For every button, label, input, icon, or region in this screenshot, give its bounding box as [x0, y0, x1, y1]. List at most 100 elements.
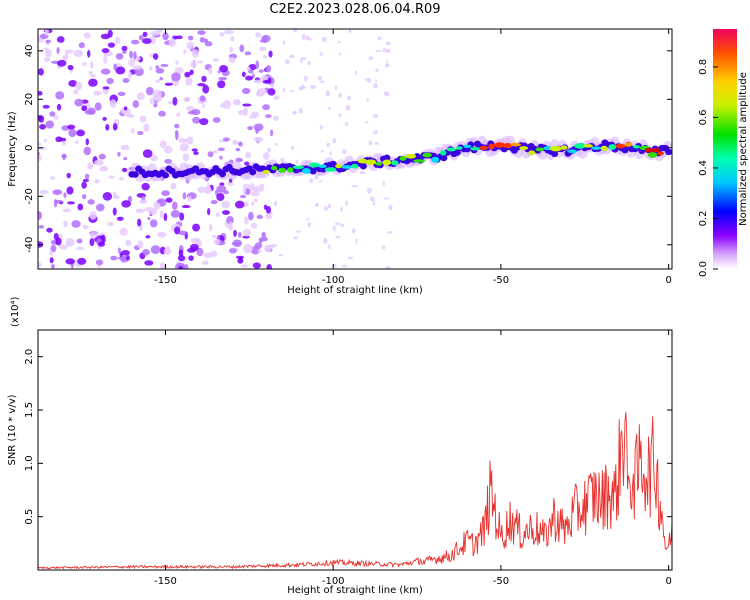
noise-speckle — [386, 48, 391, 54]
noise-speckle — [354, 70, 358, 75]
snr-x-tick-label: -150 — [154, 576, 177, 587]
noise-speckle — [338, 93, 343, 98]
noise-speckle — [159, 140, 167, 149]
noise-speckle — [118, 176, 125, 181]
noise-speckle — [191, 49, 199, 58]
noise-speckle — [212, 58, 219, 63]
noise-speckle — [352, 228, 356, 234]
noise-speckle — [355, 238, 358, 245]
noise-speckle — [196, 60, 204, 64]
ridge-peak — [431, 156, 440, 163]
noise-speckle — [248, 211, 254, 221]
noise-speckle — [155, 79, 160, 84]
noise-speckle — [368, 56, 374, 61]
noise-speckle — [327, 106, 332, 110]
noise-speckle — [43, 56, 51, 63]
noise-speckle — [95, 259, 104, 266]
noise-speckle — [38, 115, 45, 123]
noise-speckle — [345, 200, 348, 206]
noise-speckle — [50, 264, 56, 269]
snr-y-tick-label: 2.0 — [24, 349, 35, 365]
noise-speckle — [216, 193, 225, 202]
noise-speckle — [49, 176, 56, 180]
ridge-core — [621, 146, 629, 154]
noise-speckle — [145, 86, 154, 96]
noise-speckle — [139, 115, 147, 123]
noise-speckle — [232, 239, 243, 248]
noise-speckle — [114, 37, 121, 45]
noise-speckle — [107, 221, 114, 227]
noise-speckle — [132, 65, 143, 70]
noise-speckle — [38, 142, 42, 146]
noise-speckle — [239, 194, 247, 199]
spectrogram-x-label: Height of straight line (km) — [287, 285, 423, 296]
noise-speckle — [190, 61, 197, 68]
noise-speckle — [45, 39, 51, 44]
ridge-peak — [446, 147, 456, 152]
noise-speckle — [242, 201, 249, 207]
ridge-peak — [600, 145, 608, 151]
noise-speckle — [199, 37, 206, 43]
noise-speckle — [67, 64, 74, 71]
noise-speckle — [292, 110, 297, 115]
noise-speckle — [238, 141, 243, 147]
noise-speckle — [344, 121, 349, 126]
noise-speckle — [85, 138, 89, 146]
noise-speckle — [318, 180, 323, 183]
noise-speckle — [65, 238, 75, 247]
noise-speckle — [178, 249, 184, 257]
noise-speckle — [95, 203, 105, 212]
ridge-core — [453, 149, 461, 156]
noise-speckle — [107, 29, 113, 38]
noise-speckle — [120, 144, 130, 151]
noise-speckle — [249, 185, 256, 192]
noise-speckle — [386, 41, 391, 46]
noise-speckle — [183, 263, 189, 269]
noise-speckle — [182, 153, 189, 162]
noise-speckle — [75, 81, 83, 91]
noise-speckle — [55, 91, 65, 100]
ridge-peak — [341, 165, 352, 169]
noise-speckle — [229, 46, 234, 53]
noise-speckle — [347, 95, 351, 101]
noise-speckle — [63, 220, 69, 228]
noise-speckle — [202, 260, 209, 266]
noise-speckle — [242, 228, 251, 237]
ridge-max — [645, 148, 660, 153]
noise-speckle — [261, 231, 266, 239]
noise-speckle — [176, 35, 183, 40]
noise-speckle — [77, 203, 84, 211]
noise-speckle — [293, 29, 298, 33]
noise-speckle — [256, 214, 263, 220]
noise-speckle — [49, 257, 54, 264]
noise-speckle — [373, 83, 378, 89]
noise-speckle — [192, 116, 201, 124]
noise-speckle — [201, 75, 207, 83]
noise-speckle — [268, 50, 273, 58]
noise-speckle — [81, 105, 88, 112]
noise-speckle — [144, 260, 154, 266]
noise-speckle — [175, 131, 179, 141]
noise-speckle — [89, 238, 95, 247]
noise-speckle — [159, 262, 166, 269]
noise-speckle — [174, 123, 180, 129]
colorbar-label: Normalized spectral amplitude — [738, 72, 749, 226]
noise-speckle — [238, 256, 243, 261]
noise-speckle — [257, 249, 262, 253]
noise-speckle — [137, 240, 144, 249]
noise-speckle — [366, 187, 372, 194]
noise-speckle — [134, 67, 144, 77]
noise-speckle — [132, 100, 139, 108]
noise-speckle — [216, 185, 227, 193]
noise-speckle — [73, 49, 84, 58]
ridge-peak — [560, 145, 568, 150]
noise-speckle — [133, 51, 137, 60]
noise-speckle — [338, 52, 342, 56]
ridge-core — [161, 172, 169, 179]
noise-speckle — [282, 87, 286, 93]
noise-speckle — [265, 114, 272, 119]
noise-speckle — [189, 243, 199, 251]
noise-speckle — [58, 244, 68, 250]
noise-speckle — [131, 39, 140, 45]
noise-speckle — [342, 264, 348, 268]
